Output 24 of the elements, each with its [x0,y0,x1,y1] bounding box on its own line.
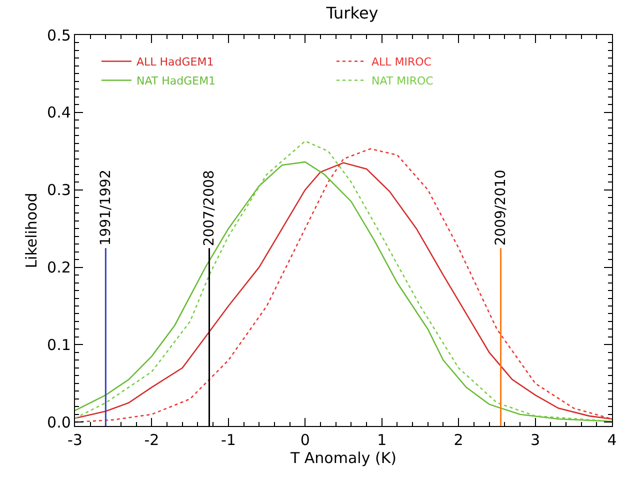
y-axis-title: Likelihood [22,192,40,268]
x-tick-label: 2 [454,431,464,450]
x-tick-label: 4 [607,431,617,450]
x-tick-label: 0 [300,431,310,450]
y-tick-label: 0.1 [47,336,71,354]
chart-title: Turkey [325,3,378,22]
x-axis-title: T Anomaly (K) [289,449,397,468]
annotation: 2007/2008 [201,170,218,246]
y-tick-label: 0.0 [47,413,71,432]
y-tick-label: 0.5 [47,26,71,44]
legend-label: ALL HadGEM1 [136,56,214,69]
annotation: 2009/2010 [492,170,509,246]
y-tick-label: 0.3 [47,181,71,200]
legend-label: ALL MIROC [371,56,432,69]
legend-label: NAT HadGEM1 [136,74,216,88]
x-tick-label: -3 [68,431,82,450]
annotation: 1991/1992 [98,170,114,246]
x-tick-label: 1 [377,431,387,450]
legend-label: NAT MIROC [371,74,434,88]
y-tick-label: 0.2 [47,258,71,277]
x-tick-label: -1 [220,431,236,450]
x-tick-label: 3 [530,431,540,450]
y-tick-label: 0.4 [47,104,71,122]
x-tick-label: -2 [144,431,160,450]
